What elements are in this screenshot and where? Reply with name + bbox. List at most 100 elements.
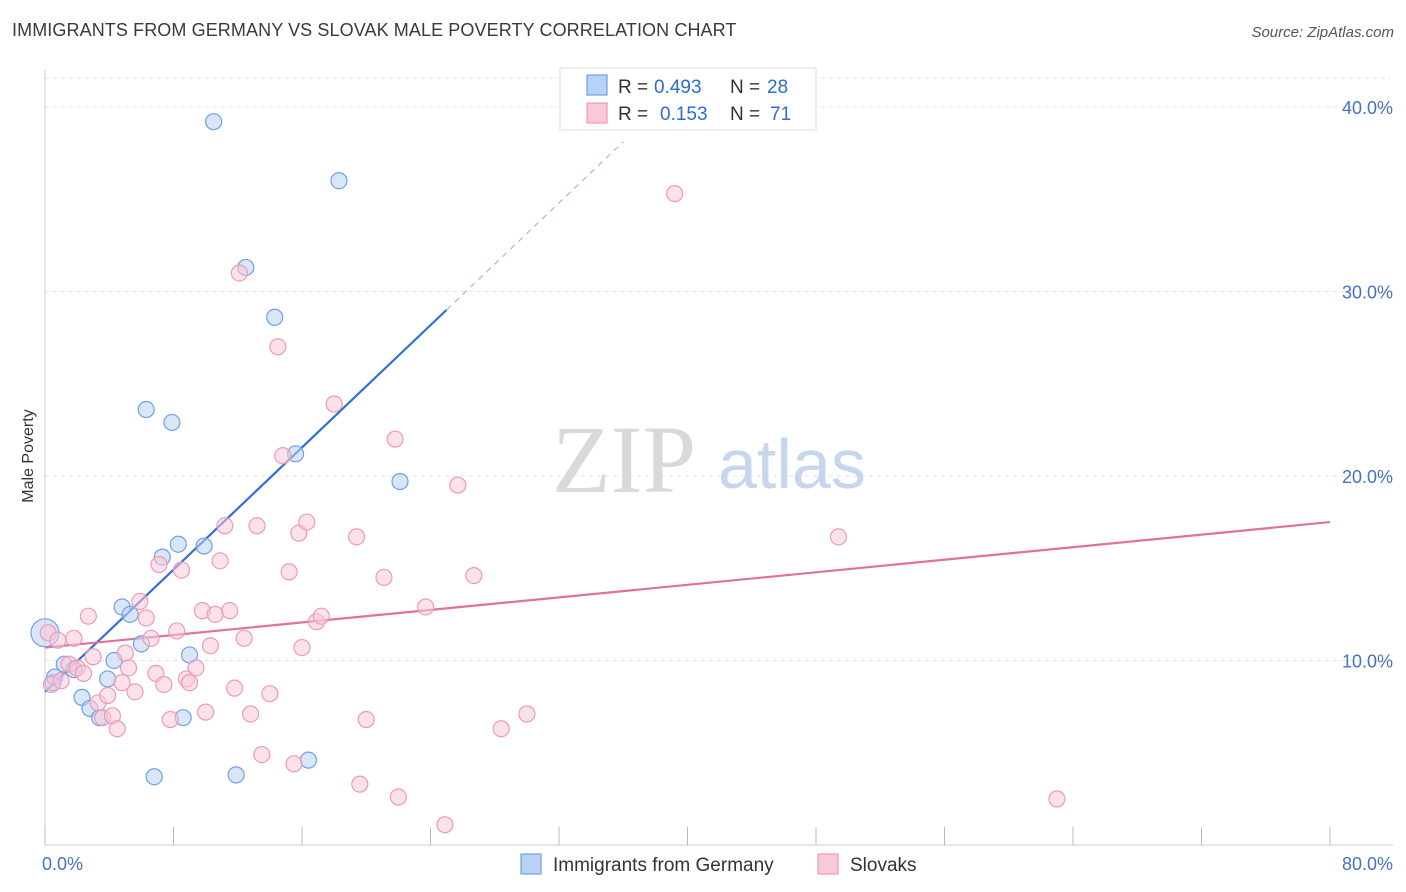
slovaks-point [65,629,83,647]
slovaks-point [298,513,316,531]
slovaks-point [49,631,67,649]
legend-r-value-slovaks: 0.153 [660,104,708,125]
slovaks-point [230,264,248,282]
slovaks-point [206,605,224,623]
slovaks-point [348,528,366,546]
slovaks-point [137,609,155,627]
legend-n-label-germany: N = [730,77,760,98]
slovaks-point [518,705,536,723]
germany-point [330,172,348,190]
legend-r-label-slovaks: R = [618,104,648,125]
slovaks-point [113,674,131,692]
slovaks-trend-line [44,520,1331,649]
bottom-legend-label-germany: Immigrants from Germany [553,855,774,876]
slovaks-point [116,644,134,662]
germany-point [266,308,284,326]
slovaks-point [216,517,234,535]
slovaks-point [269,338,287,356]
watermark-zip: ZIP [552,406,696,513]
slovaks-point [225,679,244,697]
slovaks-point [52,672,70,690]
chart-title: IMMIGRANTS FROM GERMANY VS SLOVAK MALE P… [12,20,737,40]
slovaks-point [253,745,271,764]
slovaks-point [242,705,260,723]
germany-point [169,535,187,553]
watermark-atlas: atlas [718,425,866,503]
legend-swatch-germany [586,74,608,96]
tick-labels: 10.0% 20.0% 30.0% 40.0% 0.0% 80.0% [42,98,1393,874]
slovaks-point [221,602,239,620]
bottom-legend: Immigrants from Germany Slovaks [520,853,917,876]
slovaks-point [449,476,467,494]
slovaks-point [180,674,199,692]
germany-point [227,766,245,784]
legend-n-label-slovaks: N = [730,104,760,125]
slovaks-point [187,659,205,677]
slovaks-point [142,629,160,647]
y-tick-label: 20.0% [1342,467,1393,487]
slovaks-point [492,720,510,738]
slovaks-point [285,755,303,773]
legend-r-value-germany: 0.493 [654,77,702,98]
slovaks-point [829,528,848,546]
slovaks-point [155,675,173,694]
germany-point [99,670,117,688]
slovaks-point [389,788,407,806]
germany-point [163,413,181,432]
slovaks-point [119,659,138,677]
x-tick-label-left: 0.0% [42,854,83,874]
germany-point [299,751,318,769]
germany-point [145,768,163,786]
germany-trend-extension [446,141,624,311]
axes [44,70,1393,846]
slovaks-point [248,517,266,535]
slovaks-point [375,568,393,587]
slovaks-point [150,555,168,574]
y-tick-label: 40.0% [1342,98,1393,118]
slovaks-point [131,592,149,611]
slovaks-point [1048,790,1066,808]
chart-source: Source: ZipAtlas.com [1251,24,1394,41]
germany-trend-line [44,309,448,693]
slovaks-point [261,685,279,703]
x-tick-label-right: 80.0% [1342,854,1393,874]
slovaks-point [436,816,454,834]
slovaks-point [465,566,483,585]
legend-swatch-slovaks [586,102,608,124]
germany-point [391,472,409,491]
grid-lines [45,77,1390,661]
slovaks-point [126,683,144,701]
slovaks-point [79,607,97,625]
slovaks-point [161,710,179,729]
slovaks-point [351,775,369,793]
slovaks-point [312,607,330,625]
bottom-legend-label-slovaks: Slovaks [850,855,917,876]
slovaks-point [666,185,684,203]
slovaks-point [197,703,215,721]
bottom-legend-swatch-slovaks [817,853,839,875]
slovaks-point [172,561,191,579]
germany-point [195,537,213,555]
slovaks-point [168,622,186,640]
data-points [30,113,1066,834]
slovaks-point [74,664,93,682]
y-tick-label: 10.0% [1342,651,1393,671]
slovaks-point [417,598,435,616]
germany-point [205,113,223,131]
slovaks-point [274,447,292,465]
y-axis-label: Male Poverty [20,409,37,502]
legend-r-label-germany: R = [618,77,648,98]
trend-lines [44,141,1331,693]
slovaks-point [293,638,311,657]
bottom-legend-swatch-germany [520,853,542,875]
slovaks-point [108,720,126,738]
legend-n-value-slovaks: 71 [770,104,791,125]
y-tick-label: 30.0% [1342,282,1393,302]
slovaks-point [357,710,375,729]
germany-point [137,400,155,419]
slovaks-point [99,686,117,705]
germany-point [121,605,139,623]
slovaks-point [386,430,404,448]
slovaks-point [325,395,343,413]
